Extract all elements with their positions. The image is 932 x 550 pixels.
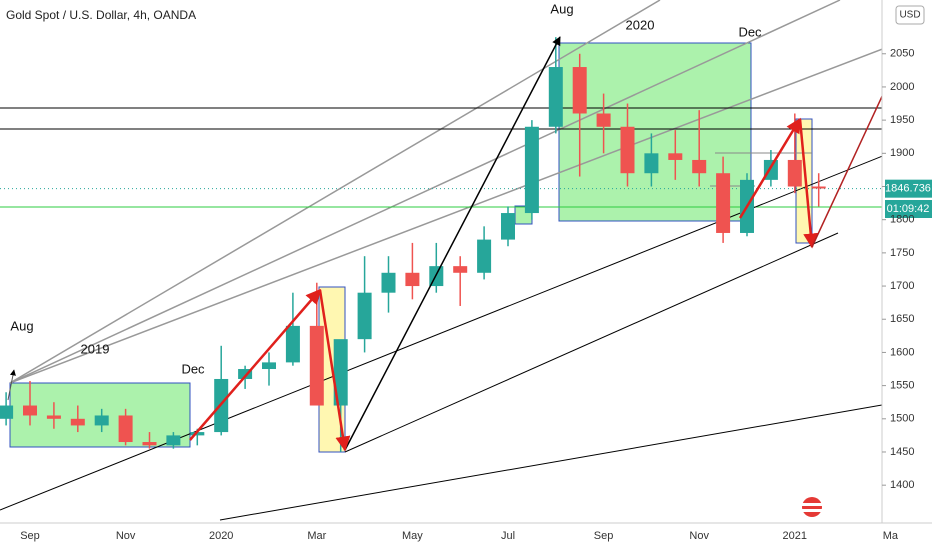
chart-title: Gold Spot / U.S. Dollar, 4h, OANDA: [6, 8, 196, 22]
candle-body: [692, 159, 707, 174]
candle-body: [357, 292, 372, 340]
countdown: 01:09:42: [887, 203, 930, 215]
price-label: 1846.736: [885, 183, 931, 195]
y-tick-label: 1800: [890, 214, 914, 226]
x-tick-label: Jul: [501, 530, 515, 542]
x-tick-label: Sep: [594, 530, 614, 542]
x-tick-label: Mar: [307, 530, 326, 542]
y-tick-label: 1750: [890, 247, 914, 259]
currency-label[interactable]: USD: [899, 10, 920, 21]
arrow: [7, 369, 16, 401]
candle-body: [787, 159, 802, 187]
candle-body: [548, 67, 563, 127]
candle-body: [668, 153, 683, 160]
logo-stripe: [802, 503, 822, 506]
price-box: [885, 179, 932, 198]
annotation: Aug: [550, 1, 573, 16]
candle-body: [381, 272, 396, 293]
candle-body: [716, 173, 731, 233]
candle-body: [46, 415, 61, 419]
annotation: 2019: [81, 341, 110, 356]
candle-body: [190, 432, 205, 436]
candle-body: [309, 325, 324, 406]
trend-line: [9, 0, 661, 384]
candles: [0, 37, 826, 452]
candle-body: [501, 213, 515, 240]
x-tick-label: May: [402, 530, 423, 542]
y-tick-label: 2000: [890, 81, 914, 93]
annotation: Dec: [738, 24, 762, 39]
candle-body: [238, 369, 253, 379]
drawings: [0, 0, 882, 521]
plot-area: Aug 2019 Dec Aug 2020 Dec: [0, 0, 882, 521]
x-tick-label: Ma: [883, 530, 899, 542]
candle-body: [262, 362, 276, 370]
arrows: [7, 36, 882, 452]
candle-body: [572, 67, 587, 114]
candle-body: [811, 186, 826, 189]
trend-line: [9, 0, 841, 384]
y-tick-label: 1650: [890, 313, 914, 325]
y-tick-label: 1600: [890, 346, 914, 358]
candle-body: [285, 325, 300, 363]
candle-body: [333, 339, 348, 406]
arrow: [738, 117, 802, 219]
candle-body: [644, 153, 659, 174]
range-box: [9, 382, 191, 448]
currency-box[interactable]: [895, 5, 925, 25]
candle-body: [23, 405, 37, 416]
candle-body: [166, 435, 181, 446]
y-tick-label: 1400: [890, 479, 914, 491]
y-tick-label: 1550: [890, 380, 914, 392]
y-tick-label: 1700: [890, 280, 914, 292]
y-tick-label: 1900: [890, 147, 914, 159]
candle-body: [620, 126, 635, 174]
annotation: Aug: [10, 318, 33, 333]
arrow: [189, 288, 321, 441]
annotation: 2020: [626, 17, 655, 32]
logo-stripe: [802, 509, 822, 512]
y-tick-label: 1450: [890, 446, 914, 458]
annotation: Dec: [181, 361, 205, 376]
candle-body: [405, 272, 420, 287]
candle-body: [477, 239, 492, 273]
trend-line: [0, 155, 882, 511]
candle-body: [70, 418, 85, 426]
candle-body: [596, 113, 611, 127]
candle-body: [524, 126, 539, 214]
candle-body: [453, 266, 468, 273]
arrow: [318, 289, 351, 452]
candle-body: [94, 415, 109, 426]
projection-line: [811, 94, 882, 248]
x-tick-label: Nov: [689, 530, 709, 542]
trend-line: [219, 404, 882, 521]
arrow: [344, 36, 561, 451]
x-tick-label: 2020: [209, 530, 233, 542]
candle-body: [0, 405, 14, 419]
logo-circle: [802, 497, 822, 517]
x-tick-label: Nov: [116, 530, 136, 542]
y-tick-label: 1500: [890, 413, 914, 425]
x-tick-label: 2021: [783, 530, 807, 542]
candle-body: [118, 415, 133, 443]
y-tick-label: 1950: [890, 114, 914, 126]
y-tick-label: 2050: [890, 48, 914, 60]
logo: [802, 497, 822, 517]
candle-body: [142, 442, 157, 446]
countdown-box: [885, 200, 932, 218]
trend-line: [344, 232, 839, 453]
arrow: [798, 118, 819, 249]
x-tick-label: Sep: [20, 530, 40, 542]
